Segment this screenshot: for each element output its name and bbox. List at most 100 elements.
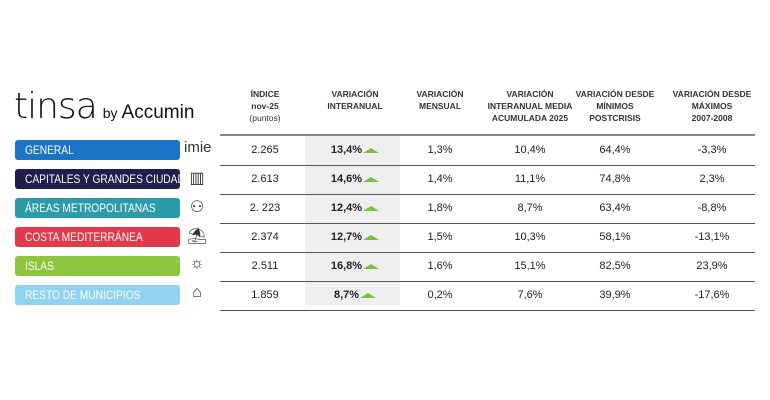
cell-value: 1,8% <box>427 202 453 214</box>
header-line: POSTCRISIS <box>589 113 641 123</box>
table-cell: 1,4% <box>395 165 485 194</box>
cell-value: 0,2% <box>427 289 453 301</box>
cell-value: 16,8% <box>330 260 363 272</box>
cell-value: 82,5% <box>599 260 631 272</box>
cell-value: 15,1% <box>514 260 546 272</box>
table-cell: 12,7% <box>310 223 400 252</box>
header-line: MÍNIMOS <box>596 101 634 111</box>
cell-value: 2. 223 <box>249 202 281 214</box>
category-label-text: ISLAS <box>25 259 54 273</box>
category-label: GENERAL <box>15 140 180 160</box>
cell-value: 10,4% <box>514 144 546 156</box>
header-line: VARIACIÓN <box>331 89 379 99</box>
header-line: MÁXIMOS <box>691 101 733 111</box>
table-cell: 74,8% <box>570 165 660 194</box>
column-header: VARIACIÓN INTERANUAL MEDIA ACUMULADA 2025 <box>480 88 580 124</box>
cell-value: -3,3% <box>697 144 727 156</box>
cell-value: 14,6% <box>330 173 363 185</box>
table-cell: 23,9% <box>667 252 757 281</box>
cell-value: 1,3% <box>427 144 453 156</box>
table-cell: -17,6% <box>667 281 757 310</box>
cell-value: 23,9% <box>696 260 728 272</box>
cell-value: 12,7% <box>330 231 363 243</box>
cell-value: 1,6% <box>427 260 453 272</box>
table-cell: 8,7% <box>310 281 400 310</box>
table-cell: 13,4% <box>310 136 400 165</box>
category-label-text: RESTO DE MUNICIPIOS <box>25 288 141 302</box>
table-cell: 2. 223 <box>220 194 310 223</box>
table-row: 2.511 16,8% 1,6% 15,1% 82,5% 23,9% <box>220 252 755 282</box>
table-row: 2.265 13,4% 1,3% 10,4% 64,4% -3,3% <box>220 136 755 166</box>
header-line: nov-25 <box>251 101 279 111</box>
table-cell: 12,4% <box>310 194 400 223</box>
cell-value: 74,8% <box>599 173 631 185</box>
network-icon: ⚇ <box>189 199 205 216</box>
partner-name: Accumin <box>121 102 195 123</box>
cell-value: 11,1% <box>514 173 546 185</box>
category-label-text: COSTA MEDITERRÁNEA <box>25 230 143 244</box>
header-line: VARIACIÓN <box>506 89 554 99</box>
table-cell: -3,3% <box>667 136 757 165</box>
cell-value: 39,9% <box>599 289 631 301</box>
table-row: 2.374 12,7% 1,5% 10,3% 58,1% -13,1% <box>220 223 755 253</box>
cell-value: -13,1% <box>694 231 730 243</box>
table-row: 1.859 8,7% 0,2% 7,6% 39,9% -17,6% <box>220 281 755 311</box>
trend-up-icon <box>363 147 380 153</box>
category-label: ISLAS <box>15 256 180 276</box>
category-label-text: ÁREAS METROPOLITANAS <box>25 201 156 215</box>
table-cell: 10,4% <box>485 136 575 165</box>
table-cell: 2,3% <box>667 165 757 194</box>
cell-value: 8,7% <box>517 202 543 214</box>
cell-value: 2.613 <box>251 173 279 185</box>
header-line: MENSUAL <box>418 101 462 111</box>
cell-value: 63,4% <box>599 202 631 214</box>
header-line: VARIACIÓN DESDE <box>672 89 752 99</box>
table-row: 2. 223 12,4% 1,8% 8,7% 63,4% -8,8% <box>220 194 755 224</box>
category-label: ÁREAS METROPOLITANAS <box>15 198 180 218</box>
cell-value: 2.265 <box>251 144 279 156</box>
cell-value: 8,7% <box>333 289 360 301</box>
table-cell: 2.265 <box>220 136 310 165</box>
column-header: ÍNDICE nov-25 (puntos) <box>215 88 315 124</box>
buildings-icon: ▥ <box>189 170 205 187</box>
trend-up-icon <box>363 205 380 211</box>
category-label: CAPITALES Y GRANDES CIUDADES <box>15 169 180 189</box>
table-cell: 8,7% <box>485 194 575 223</box>
cell-value: -8,8% <box>697 202 727 214</box>
table-cell: 58,1% <box>570 223 660 252</box>
highlight-column <box>305 136 400 306</box>
island-icon: ☼ <box>189 255 205 272</box>
header-line: (puntos) <box>249 113 281 123</box>
table-cell: 11,1% <box>485 165 575 194</box>
category-label: COSTA MEDITERRÁNEA <box>15 227 180 247</box>
table-cell: -13,1% <box>667 223 757 252</box>
trend-up-icon <box>363 176 380 182</box>
header-line: VARIACIÓN <box>416 89 464 99</box>
column-header: VARIACIÓN INTERANUAL <box>305 88 405 112</box>
cell-value: 7,6% <box>517 289 543 301</box>
cell-value: 2.374 <box>251 231 279 243</box>
table-cell: 10,3% <box>485 223 575 252</box>
cell-value: 13,4% <box>330 144 363 156</box>
header-line: INTERANUAL MEDIA <box>487 101 573 111</box>
table-cell: 2.511 <box>220 252 310 281</box>
cell-value: 1,4% <box>427 173 453 185</box>
table-cell: 64,4% <box>570 136 660 165</box>
header-line: INTERANUAL <box>327 101 383 111</box>
cell-value: 64,4% <box>599 144 631 156</box>
cell-value: 12,4% <box>330 202 363 214</box>
table-cell: 15,1% <box>485 252 575 281</box>
cell-value: 1.859 <box>251 289 279 301</box>
table-cell: 14,6% <box>310 165 400 194</box>
category-label: RESTO DE MUNICIPIOS <box>15 285 180 305</box>
trend-up-icon <box>363 263 380 269</box>
header-line: ACUMULADA 2025 <box>491 113 569 123</box>
table-cell: 39,9% <box>570 281 660 310</box>
table-cell: -8,8% <box>667 194 757 223</box>
house-icon: ⌂ <box>192 284 202 301</box>
cell-value: 10,3% <box>514 231 546 243</box>
table-cell: 63,4% <box>570 194 660 223</box>
cell-value: 2.511 <box>251 260 279 272</box>
table-cell: 16,8% <box>310 252 400 281</box>
header-line: VARIACIÓN DESDE <box>575 89 655 99</box>
